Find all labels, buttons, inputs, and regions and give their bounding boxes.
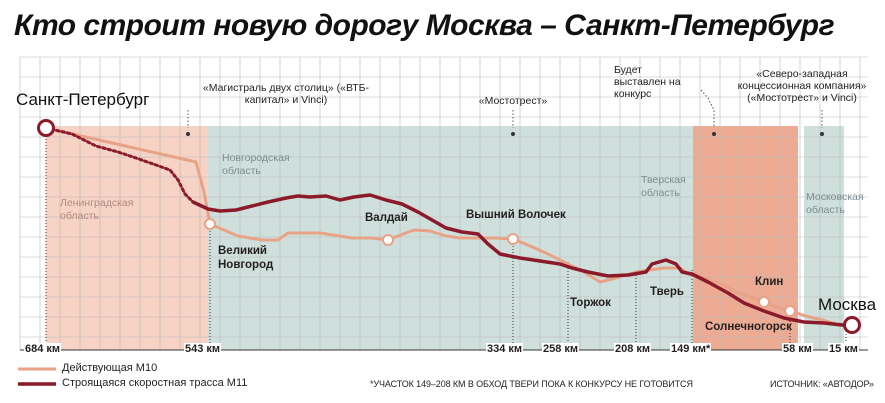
km-mark-208: 208 км — [614, 343, 652, 355]
end-point-marker — [843, 316, 861, 334]
m11-road-line — [191, 193, 854, 327]
city-point-novgorod — [204, 218, 216, 230]
km-mark-258: 258 км — [542, 343, 580, 355]
builder-dots — [186, 132, 824, 136]
km-mark-684: 684 км — [24, 343, 62, 355]
source-credit: Источник: «Автодор» — [770, 379, 874, 389]
zone-tender — [693, 126, 798, 350]
end-city-label: Москва — [818, 295, 877, 314]
builder-vtb-vinci: «Магистраль двух столиц» («ВТБ-капитал» … — [202, 82, 370, 106]
m10-road-line — [44, 126, 854, 327]
footnote: *Участок 149–208 км в обход Твери пока к… — [370, 379, 693, 389]
city-points — [204, 218, 796, 317]
region-tver: Тверская область — [641, 174, 686, 199]
city-label-tver: Тверь — [650, 286, 684, 298]
legend-m11-label: Строящаяся скоростная трасса М11 — [62, 377, 248, 389]
km-mark-543: 543 км — [184, 343, 222, 355]
city-point-klin — [758, 296, 770, 308]
city-label-valdai: Валдай — [365, 212, 408, 224]
city-label-vyshny-volochek: Вышний Волочек — [466, 209, 566, 221]
builder-szkk: «Северо-западная концессионная компания»… — [737, 68, 867, 104]
zone-vtb-vinci — [46, 126, 208, 350]
start-point-marker — [37, 119, 55, 137]
builder-tender: Будет выставлен на конкурс — [614, 64, 681, 100]
city-point-solnechnogorsk — [784, 305, 796, 317]
region-moscow: Московская область — [806, 191, 864, 216]
city-point-valdai — [382, 234, 394, 246]
city-label-klin: Клин — [755, 276, 784, 288]
start-city-label: Санкт-Петербург — [16, 90, 150, 109]
city-label-novgorod: Великий Новгород — [218, 245, 274, 271]
city-label-torzhok: Торжок — [570, 297, 611, 309]
city-label-solnechnogorsk: Солнечногорск — [705, 321, 792, 333]
builder-mostotrest: «Мостотрест» — [478, 95, 548, 107]
region-novgorod: Новгородская область — [222, 152, 290, 177]
grid — [19, 56, 868, 350]
km-mark-58: 58 км — [782, 343, 813, 355]
legend-m10-label: Действующая М10 — [62, 362, 158, 374]
region-leningrad: Ленинградская область — [60, 197, 134, 222]
zone-gap — [798, 126, 804, 350]
city-point-vyshny-volochek — [507, 233, 519, 245]
zone-szkk — [804, 126, 844, 350]
builder-leaders — [187, 89, 823, 128]
km-mark-15: 15 км — [828, 343, 859, 355]
km-mark-334: 334 км — [486, 343, 524, 355]
m11-dotted-section — [44, 126, 195, 204]
page-title: Кто строит новую дорогу Москва – Санкт-П… — [14, 9, 835, 42]
km-mark-149: 149 км* — [670, 343, 712, 355]
